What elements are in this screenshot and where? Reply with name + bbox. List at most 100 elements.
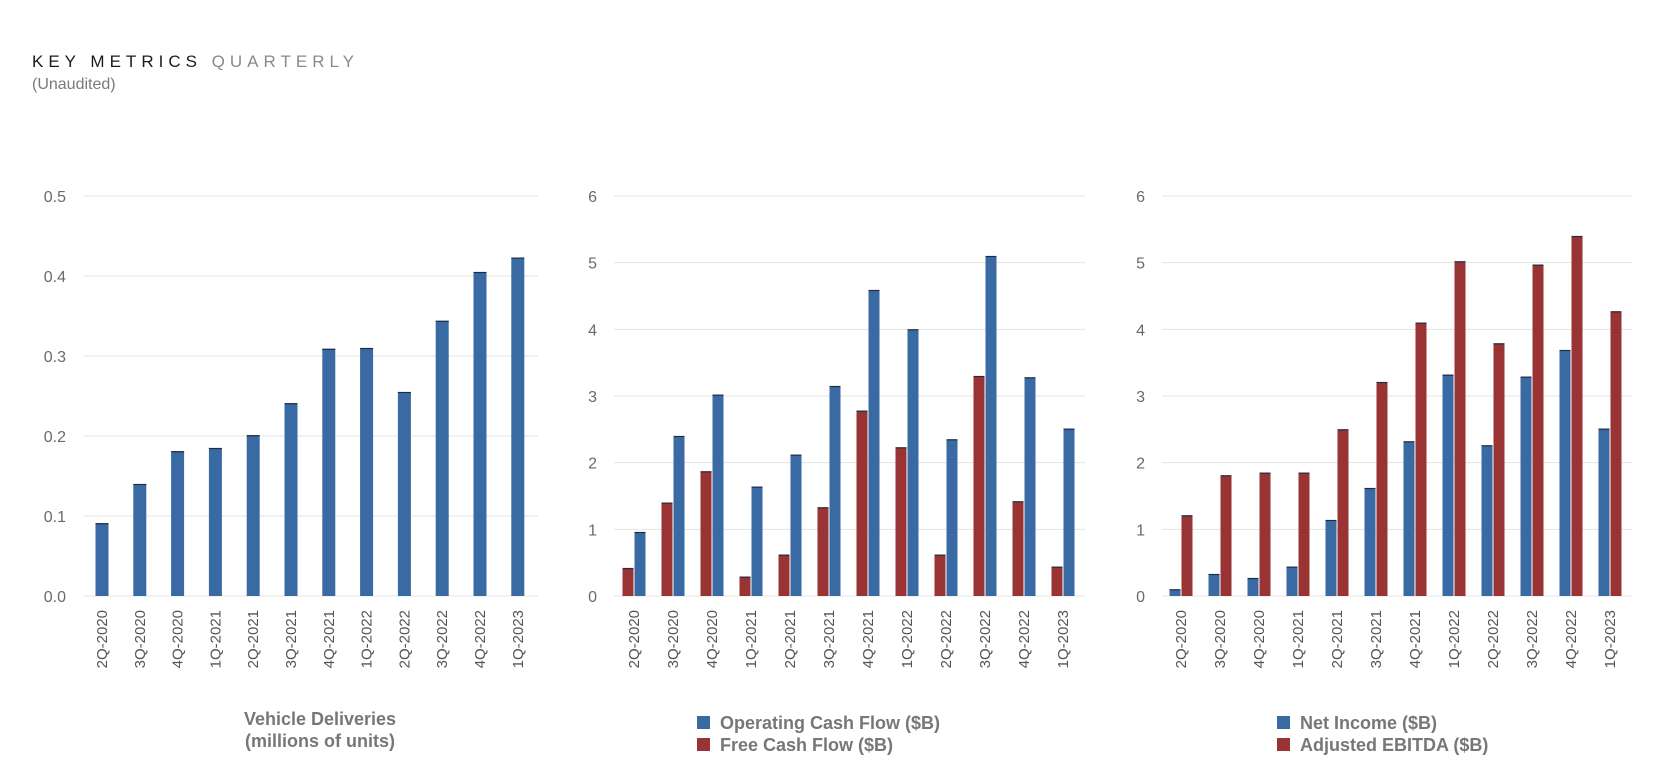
y-tick-label: 2 xyxy=(1136,456,1145,473)
bar xyxy=(1481,445,1493,596)
bar xyxy=(817,507,829,596)
bar xyxy=(622,568,634,596)
x-tick-label: 4Q-2022 xyxy=(472,610,489,668)
x-tick-label: 3Q-2020 xyxy=(1212,610,1229,668)
bar xyxy=(739,576,751,596)
bar xyxy=(1559,350,1571,596)
x-tick-label: 4Q-2020 xyxy=(170,610,187,668)
x-tick-label: 2Q-2021 xyxy=(782,610,799,668)
y-tick-label: 0.1 xyxy=(44,509,66,526)
bar xyxy=(634,532,646,596)
bar xyxy=(829,386,841,596)
bar xyxy=(322,348,336,596)
x-tick-label: 4Q-2020 xyxy=(1251,610,1268,668)
bar xyxy=(208,448,222,596)
x-axis-label: Vehicle Deliveries xyxy=(244,709,396,729)
y-tick-label: 2 xyxy=(588,456,597,473)
x-tick-label: 4Q-2021 xyxy=(860,610,877,668)
legend-swatch xyxy=(697,738,710,751)
bar xyxy=(895,447,907,596)
y-tick-label: 0.3 xyxy=(44,349,66,366)
x-tick-label: 1Q-2022 xyxy=(899,610,916,668)
y-tick-label: 0.4 xyxy=(44,269,66,286)
y-tick-label: 5 xyxy=(1136,256,1145,273)
bar xyxy=(985,256,997,596)
bar xyxy=(1181,515,1193,596)
x-tick-label: 1Q-2021 xyxy=(207,610,224,668)
page-title: KEY METRICS QUARTERLY xyxy=(32,52,359,72)
x-tick-label: 1Q-2023 xyxy=(1055,610,1072,668)
bar xyxy=(1376,382,1388,596)
chart-1: 0.0 0.1 0.2 0.3 0.4 0.5 2Q-2020 3Q-2020 4Q-2020 1… xyxy=(44,189,538,751)
x-axis-label: (millions of units) xyxy=(245,731,395,751)
x-tick-label: 1Q-2021 xyxy=(1290,610,1307,668)
bar xyxy=(973,376,985,596)
x-tick-label: 1Q-2021 xyxy=(743,610,760,668)
bar xyxy=(397,392,411,596)
x-tick-label: 2Q-2022 xyxy=(938,610,955,668)
y-tick-label: 4 xyxy=(588,322,597,339)
legend-label: Adjusted EBITDA ($B) xyxy=(1300,735,1488,755)
y-tick-label: 1 xyxy=(1136,522,1145,539)
bar xyxy=(1063,428,1075,596)
x-tick-label: 3Q-2021 xyxy=(283,610,300,668)
x-tick-label: 2Q-2022 xyxy=(396,610,413,668)
x-tick-label: 2Q-2020 xyxy=(1173,610,1190,668)
chart-3: 0 1 2 3 4 5 6 2Q-2020 3Q-2020 4Q-2020 1Q-2021 2Q-20… xyxy=(1136,189,1632,755)
x-tick-label: 1Q-2022 xyxy=(359,610,376,668)
x-tick-label: 1Q-2022 xyxy=(1446,610,1463,668)
legend-swatch xyxy=(1277,716,1290,729)
x-tick-label: 2Q-2021 xyxy=(245,610,262,668)
bar xyxy=(1012,501,1024,596)
bar xyxy=(1442,374,1454,596)
x-tick-label: 2Q-2022 xyxy=(1485,610,1502,668)
bar xyxy=(790,454,802,596)
y-tick-label: 4 xyxy=(1136,322,1145,339)
y-tick-label: 0 xyxy=(588,589,597,606)
bar xyxy=(868,290,880,596)
bar xyxy=(1259,472,1271,596)
bar xyxy=(95,523,109,596)
y-tick-label: 3 xyxy=(588,389,597,406)
page-subtitle: (Unaudited) xyxy=(32,76,116,93)
bar xyxy=(1415,322,1427,596)
page-title-light: QUARTERLY xyxy=(211,52,360,71)
x-tick-label: 2Q-2021 xyxy=(1329,610,1346,668)
y-tick-label: 3 xyxy=(1136,389,1145,406)
y-tick-label: 0.5 xyxy=(44,189,66,206)
bar xyxy=(1571,236,1583,596)
bar xyxy=(1286,566,1298,596)
bar xyxy=(946,439,958,596)
x-tick-label: 3Q-2020 xyxy=(132,610,149,668)
y-tick-label: 0.2 xyxy=(44,429,66,446)
x-tick-label: 4Q-2021 xyxy=(321,610,338,668)
bar xyxy=(673,436,685,596)
bar xyxy=(907,329,919,596)
y-tick-label: 1 xyxy=(588,522,597,539)
bar xyxy=(700,471,712,596)
bar xyxy=(1493,343,1505,596)
bar xyxy=(360,348,374,596)
bar xyxy=(1298,472,1310,596)
bar xyxy=(934,554,946,596)
x-tick-label: 3Q-2022 xyxy=(434,610,451,668)
bar xyxy=(1325,520,1337,596)
bar xyxy=(1337,429,1349,596)
bar xyxy=(1520,376,1532,596)
bar xyxy=(1454,261,1466,596)
bar xyxy=(246,435,260,596)
x-tick-label: 4Q-2020 xyxy=(704,610,721,668)
x-tick-label: 4Q-2022 xyxy=(1016,610,1033,668)
y-tick-label: 0 xyxy=(1136,589,1145,606)
y-tick-label: 6 xyxy=(588,189,597,206)
bar xyxy=(712,394,724,596)
y-tick-label: 6 xyxy=(1136,189,1145,206)
legend-label: Net Income ($B) xyxy=(1300,713,1437,733)
bar xyxy=(1364,488,1376,596)
legend-swatch xyxy=(697,716,710,729)
bar xyxy=(1403,441,1415,596)
bar xyxy=(473,272,487,596)
chart-2: 0 1 2 3 4 5 6 2Q-2020 3Q-2020 4Q-2020 1Q-2021 2Q-20… xyxy=(588,189,1085,755)
bar xyxy=(284,403,298,596)
